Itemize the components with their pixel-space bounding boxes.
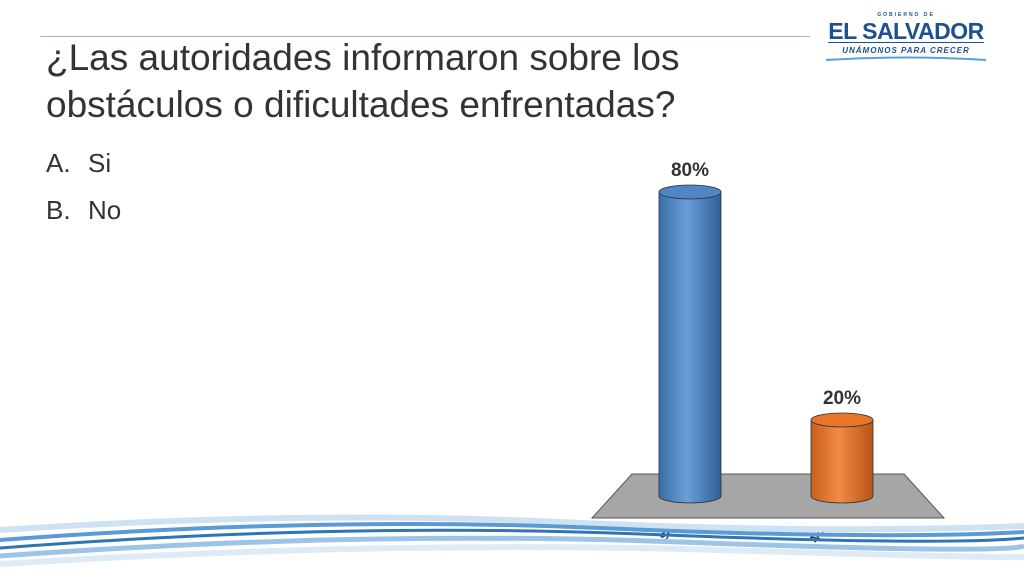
- government-logo: GOBIERNO DE EL SALVADOR UNÁMONOS PARA CR…: [822, 12, 990, 62]
- bar-no: [810, 412, 874, 504]
- decorative-waves: [0, 514, 1024, 567]
- page-title: ¿Las autoridades informaron sobre los ob…: [46, 37, 680, 125]
- option-a-label: Si: [88, 148, 112, 178]
- bar-si: [658, 184, 722, 504]
- option-b-label: No: [88, 195, 122, 225]
- option-a-marker: A.: [46, 148, 71, 178]
- logo-sub-text: UNÁMONOS PARA CRECER: [822, 42, 990, 55]
- logo-swoosh-icon: [825, 56, 987, 61]
- chart-bars: [658, 184, 874, 504]
- option-a: A. Si: [46, 140, 121, 187]
- option-b: B. No: [46, 187, 121, 234]
- data-label-no: 20%: [823, 388, 861, 409]
- answer-options: A. Si B. No: [46, 140, 121, 234]
- data-label-si: 80%: [671, 160, 709, 181]
- option-b-marker: B.: [46, 195, 71, 225]
- title-rule: [40, 36, 810, 37]
- logo-small-text: GOBIERNO DE: [877, 12, 935, 18]
- logo-main-text: EL SALVADOR: [828, 18, 984, 44]
